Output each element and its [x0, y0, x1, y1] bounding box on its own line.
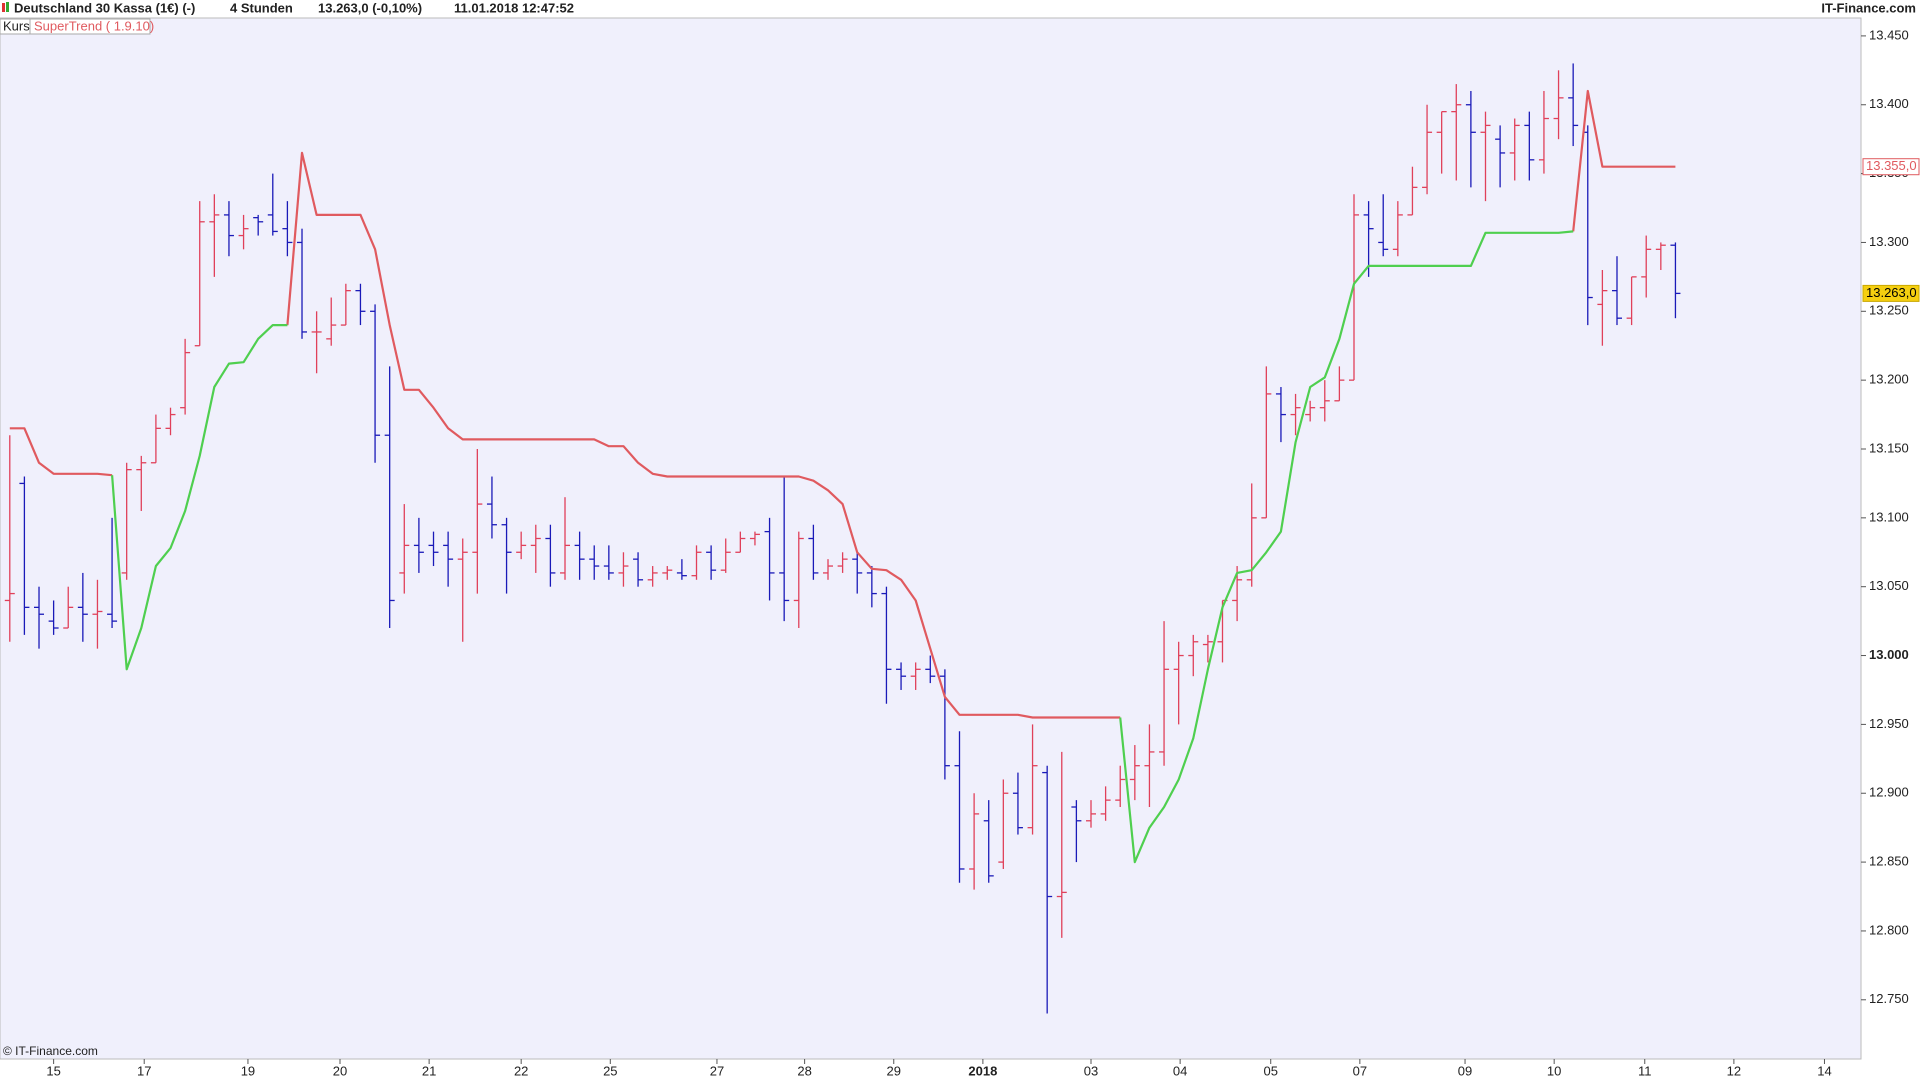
brand: IT-Finance.com: [1821, 0, 1916, 15]
x-tick-label: 14: [1817, 1063, 1831, 1078]
x-tick-label: 2018: [968, 1063, 997, 1078]
x-tick-label: 03: [1084, 1063, 1098, 1078]
icon: [6, 2, 9, 12]
quote: 13.263,0 (-0,10%): [318, 0, 422, 15]
y-tick-label: 13.450: [1869, 27, 1909, 42]
y-tick-label: 12.750: [1869, 991, 1909, 1006]
legend-entry: SuperTrend ( 1.9.10): [34, 18, 154, 33]
plot-area: [0, 17, 1862, 1060]
y-tick-label: 13.000: [1869, 647, 1909, 662]
x-tick-label: 28: [797, 1063, 811, 1078]
x-tick-label: 27: [710, 1063, 724, 1078]
y-tick-label: 13.200: [1869, 372, 1909, 387]
y-tick-label: 13.250: [1869, 303, 1909, 318]
supertrend-price: 13.355,0: [1866, 158, 1917, 173]
y-tick-label: 13.150: [1869, 440, 1909, 455]
x-tick-label: 12: [1727, 1063, 1741, 1078]
copyright: © IT-Finance.com: [3, 1044, 98, 1058]
x-tick-label: 05: [1263, 1063, 1277, 1078]
y-tick-label: 12.900: [1869, 785, 1909, 800]
timestamp: 11.01.2018 12:47:52: [454, 0, 574, 15]
y-tick-label: 13.300: [1869, 234, 1909, 249]
y-tick-label: 12.800: [1869, 922, 1909, 937]
supertrend-line: [111, 230, 1574, 864]
y-tick-label: 12.950: [1869, 716, 1909, 731]
legend-entry: Kurs: [3, 18, 30, 33]
instrument: Deutschland 30 Kassa (1€) (-): [14, 0, 195, 15]
y-tick-label: 13.050: [1869, 578, 1909, 593]
x-tick-label: 20: [333, 1063, 347, 1078]
supertrend-price-box: [1862, 158, 1920, 176]
y-tick-label: 12.850: [1869, 854, 1909, 869]
period: 4 Stunden: [230, 0, 293, 15]
y-tick-label: 13.100: [1869, 509, 1909, 524]
x-tick-label: 25: [603, 1063, 617, 1078]
x-tick-label: 29: [887, 1063, 901, 1078]
icon: [2, 3, 5, 12]
x-tick-label: 15: [46, 1063, 60, 1078]
x-tick-label: 04: [1173, 1063, 1187, 1078]
x-tick-label: 09: [1458, 1063, 1472, 1078]
last-price: 13.263,0: [1866, 285, 1917, 300]
x-tick-label: 17: [137, 1063, 151, 1078]
legend-box: [29, 18, 151, 35]
y-tick-label: 13.400: [1869, 96, 1909, 111]
x-tick-label: 10: [1547, 1063, 1561, 1078]
x-tick-label: 07: [1353, 1063, 1367, 1078]
x-tick-label: 11: [1638, 1063, 1652, 1078]
x-tick-label: 19: [241, 1063, 255, 1078]
x-tick-label: 22: [514, 1063, 528, 1078]
supertrend-line: [9, 89, 1676, 719]
last-price-box: [1862, 284, 1920, 302]
x-tick-label: 21: [422, 1063, 436, 1078]
